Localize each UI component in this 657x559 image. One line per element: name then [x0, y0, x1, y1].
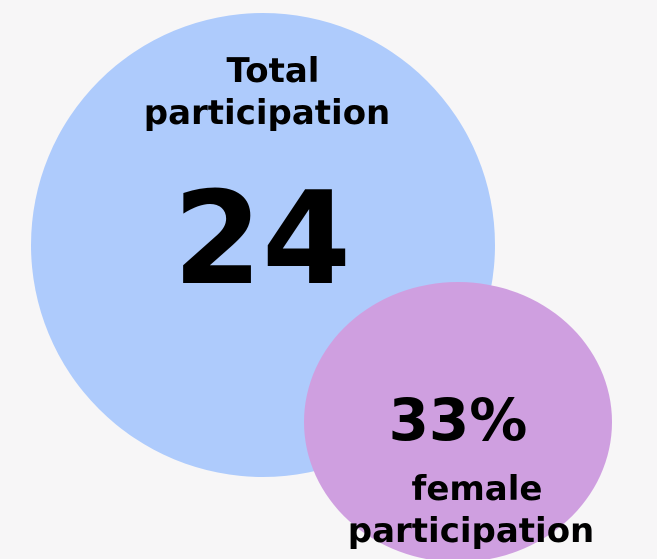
- total-label-line: Total: [227, 51, 320, 91]
- female-value: 33%: [389, 386, 528, 454]
- female-label-line: female: [412, 469, 543, 509]
- female-label-line: participation: [348, 511, 595, 551]
- female-circle: [304, 282, 612, 559]
- total-label-line: participation: [144, 93, 391, 133]
- total-value: 24: [173, 165, 351, 314]
